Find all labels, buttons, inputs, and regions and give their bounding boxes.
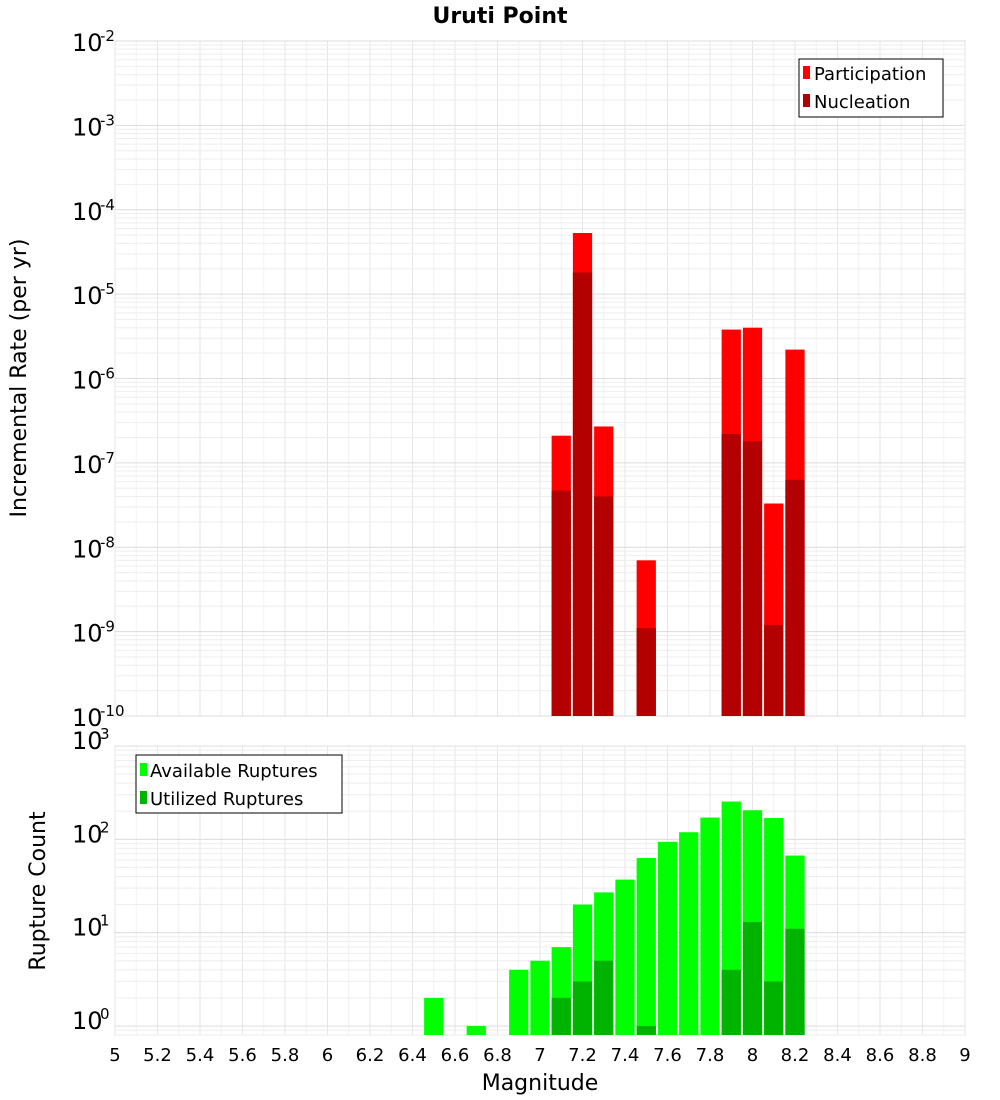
- count-y-tick-base: 10: [72, 727, 103, 755]
- count-y-tick-exponent: 2: [100, 818, 110, 836]
- count-bar-secondary: [764, 981, 784, 1035]
- count-bar-primary: [615, 879, 635, 1035]
- count-bar-secondary: [551, 997, 571, 1035]
- count-y-tick-exponent: 0: [100, 1005, 110, 1023]
- rate-bar-secondary: [785, 479, 805, 716]
- x-tick-label: 5.4: [186, 1045, 215, 1066]
- count-bar-primary: [466, 1025, 486, 1035]
- rate-y-tick-exponent: -5: [100, 280, 115, 298]
- count-bar-primary: [509, 969, 529, 1035]
- rate-y-tick-exponent: -7: [100, 449, 115, 467]
- x-tick-label: 7.6: [653, 1045, 682, 1066]
- count-bar-primary: [424, 997, 444, 1035]
- rate-y-tick-base: 10: [72, 620, 103, 648]
- rate-y-tick-base: 10: [72, 282, 103, 310]
- legend-label-nucleation: Nucleation: [814, 92, 910, 113]
- rate-y-tick-exponent: -2: [100, 27, 115, 45]
- rate-y-tick-base: 10: [72, 198, 103, 226]
- legend-swatch-participation: [803, 66, 810, 79]
- x-tick-label: 8.8: [908, 1045, 937, 1066]
- count-y-tick-base: 10: [72, 914, 103, 942]
- legend-swatch-available: [140, 763, 147, 776]
- count-bar-primary: [679, 832, 699, 1035]
- count-legend-box: [135, 754, 343, 814]
- x-tick-label: 8.2: [781, 1045, 810, 1066]
- chart-title: Uruti Point: [432, 4, 568, 29]
- count-legend: Available Ruptures Utilized Ruptures: [135, 754, 343, 814]
- rate-bar-secondary: [721, 433, 741, 716]
- count-bar-primary: [636, 858, 656, 1035]
- x-tick-label: 5: [109, 1045, 120, 1066]
- rate-y-tick-base: 10: [72, 704, 103, 732]
- count-y-tick-exponent: 3: [100, 725, 110, 743]
- rate-y-tick-base: 10: [72, 113, 103, 141]
- legend-label-participation: Participation: [814, 64, 926, 85]
- rate-bars: [551, 233, 805, 716]
- rate-y-tick-exponent: -9: [100, 618, 115, 636]
- count-bar-secondary: [594, 960, 614, 1035]
- count-bar-secondary: [636, 1025, 656, 1035]
- legend-label-utilized: Utilized Ruptures: [150, 789, 303, 810]
- x-tick-label: 6.8: [483, 1045, 512, 1066]
- count-bar-primary: [657, 841, 678, 1035]
- rate-y-tick-exponent: -3: [100, 111, 115, 129]
- rate-gridlines: [114, 40, 966, 717]
- rate-y-tick-base: 10: [72, 29, 103, 57]
- count-bar-secondary: [572, 981, 593, 1035]
- count-bar-secondary: [785, 928, 805, 1035]
- count-bar-primary: [700, 817, 720, 1035]
- x-tick-label: 7.2: [568, 1045, 597, 1066]
- x-tick-label: 8.6: [866, 1045, 895, 1066]
- x-tick-label: 8.4: [823, 1045, 852, 1066]
- rate-bar-secondary: [572, 272, 593, 716]
- count-y-tick-exponent: 1: [100, 912, 110, 930]
- rate-y-tick-base: 10: [72, 367, 103, 395]
- count-bar-primary: [764, 818, 784, 1035]
- x-tick-label: 6.6: [441, 1045, 470, 1066]
- legend-label-available: Available Ruptures: [150, 761, 318, 782]
- x-tick-label: 7.8: [696, 1045, 725, 1066]
- x-tick-label: 6.2: [356, 1045, 385, 1066]
- rate-bar-secondary: [551, 490, 571, 716]
- rate-legend: Participation Nucleation: [798, 58, 944, 118]
- rate-y-tick-base: 10: [72, 451, 103, 479]
- rate-bar-secondary: [594, 496, 614, 716]
- rate-bar-secondary: [636, 628, 656, 716]
- rate-y-tick-exponent: -4: [100, 196, 115, 214]
- rate-y-tick-base: 10: [72, 535, 103, 563]
- x-tick-label: 5.2: [143, 1045, 172, 1066]
- rate-y-tick-exponent: -8: [100, 533, 115, 551]
- x-tick-label: 5.6: [228, 1045, 257, 1066]
- legend-swatch-utilized: [140, 791, 147, 804]
- count-bars: [424, 801, 805, 1035]
- x-tick-label: 9: [959, 1045, 970, 1066]
- rate-y-axis-label: Incremental Rate (per yr): [7, 239, 32, 518]
- x-tick-label: 6: [322, 1045, 333, 1066]
- x-axis-ticks: 5 5.2 5.4 5.6 5.8 6 6.2 6.4 6.6 6.8 7 7.2 7.4 7.6 7.8 8…: [109, 1045, 970, 1066]
- rate-bar-secondary: [742, 441, 763, 716]
- count-bar-secondary: [742, 922, 763, 1035]
- x-tick-label: 7: [534, 1045, 545, 1066]
- count-bar-secondary: [721, 969, 741, 1035]
- rate-legend-box: [798, 58, 944, 118]
- x-tick-label: 7.4: [611, 1045, 640, 1066]
- rate-y-tick-exponent: -6: [100, 365, 115, 383]
- x-tick-label: 5.8: [271, 1045, 300, 1066]
- x-axis-label: Magnitude: [482, 1071, 599, 1096]
- count-y-tick-base: 10: [72, 820, 103, 848]
- legend-swatch-nucleation: [803, 94, 810, 107]
- count-bar-primary: [530, 960, 550, 1035]
- x-tick-label: 8: [747, 1045, 758, 1066]
- rate-bar-secondary: [764, 624, 784, 716]
- count-y-axis-label: Rupture Count: [26, 811, 51, 971]
- x-tick-label: 6.4: [398, 1045, 427, 1066]
- count-y-tick-base: 10: [72, 1007, 103, 1035]
- rate-y-tick-exponent: -10: [100, 702, 125, 720]
